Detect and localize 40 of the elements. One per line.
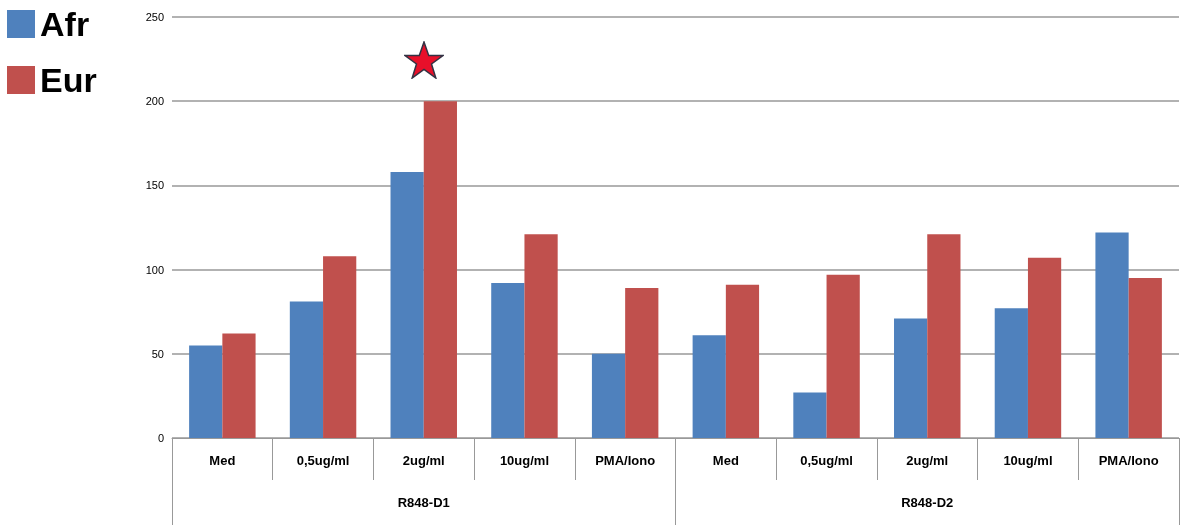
bar xyxy=(793,392,827,438)
bar xyxy=(725,284,760,438)
bar xyxy=(289,301,324,438)
x-tick-label: 10ug/ml xyxy=(499,453,550,468)
bar xyxy=(826,274,860,438)
x-tick-label: PMA/Iono xyxy=(595,453,656,468)
bar xyxy=(591,353,626,438)
bar xyxy=(1095,232,1129,438)
bar xyxy=(994,308,1028,438)
x-tick-label: PMA/Iono xyxy=(1098,453,1159,468)
bar xyxy=(625,288,659,438)
legend-label: Eur xyxy=(40,61,97,99)
bar xyxy=(1027,257,1062,438)
x-tick-label: Med xyxy=(712,453,739,468)
x-tick-label: 0,5ug/ml xyxy=(800,453,853,468)
x-tick-label: Med xyxy=(209,453,236,468)
y-tick-label: 200 xyxy=(145,95,164,108)
y-tick-label: 50 xyxy=(151,347,164,360)
bar xyxy=(390,171,424,438)
bar xyxy=(692,335,726,438)
y-tick-label: 150 xyxy=(145,179,164,192)
bar xyxy=(323,256,357,438)
x-tick-label: 2ug/ml xyxy=(906,453,949,468)
x-tick-label: 10ug/ml xyxy=(1003,453,1053,468)
bar xyxy=(927,234,961,438)
x-tick-label: 2ug/ml xyxy=(402,453,445,468)
bar xyxy=(222,333,256,438)
text: R848-D2 xyxy=(901,495,954,510)
y-tick-label: 100 xyxy=(145,263,164,276)
text: R848-D1 xyxy=(397,495,450,510)
bar xyxy=(894,318,928,438)
y-tick-label: 0 xyxy=(157,432,164,444)
bar xyxy=(1128,278,1162,438)
x-tick-label: 0,5ug/ml xyxy=(296,453,350,468)
bar xyxy=(189,345,223,438)
y-tick-label: 250 xyxy=(145,11,164,23)
legend-label: Afr xyxy=(40,5,90,43)
bar xyxy=(491,283,525,438)
bar xyxy=(524,234,558,438)
bar xyxy=(423,101,457,438)
